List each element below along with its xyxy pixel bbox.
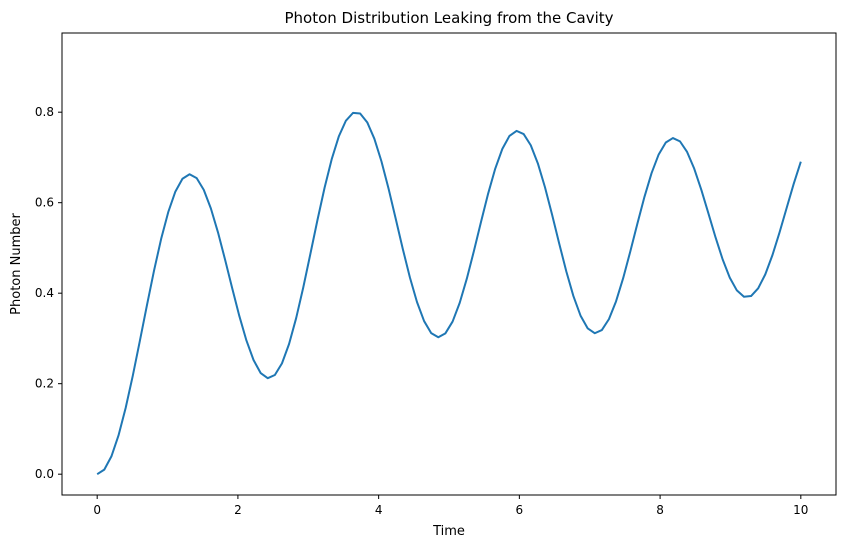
plot-area	[62, 33, 836, 495]
y-tick-label: 0.2	[35, 377, 54, 391]
y-tick-label: 0.8	[35, 105, 54, 119]
x-axis-label: Time	[432, 524, 465, 539]
x-tick-label: 4	[375, 503, 383, 517]
y-tick-label: 0.4	[35, 286, 54, 300]
x-tick-label: 6	[516, 503, 524, 517]
x-tick-label: 8	[656, 503, 664, 517]
y-axis: 0.0 0.2 0.4 0.6 0.8	[35, 105, 62, 481]
x-tick-label: 2	[234, 503, 242, 517]
y-axis-label: Photon Number	[9, 213, 24, 315]
series-layer	[96, 111, 802, 476]
series-line	[96, 111, 802, 476]
x-tick-label: 10	[793, 503, 808, 517]
chart-title: Photon Distribution Leaking from the Cav…	[284, 9, 613, 27]
x-axis: 0 2 4 6 8 10	[93, 495, 808, 517]
y-tick-label: 0.6	[35, 196, 54, 210]
y-tick-label: 0.0	[35, 467, 54, 481]
x-tick-label: 0	[93, 503, 101, 517]
plot-frame	[61, 32, 837, 496]
